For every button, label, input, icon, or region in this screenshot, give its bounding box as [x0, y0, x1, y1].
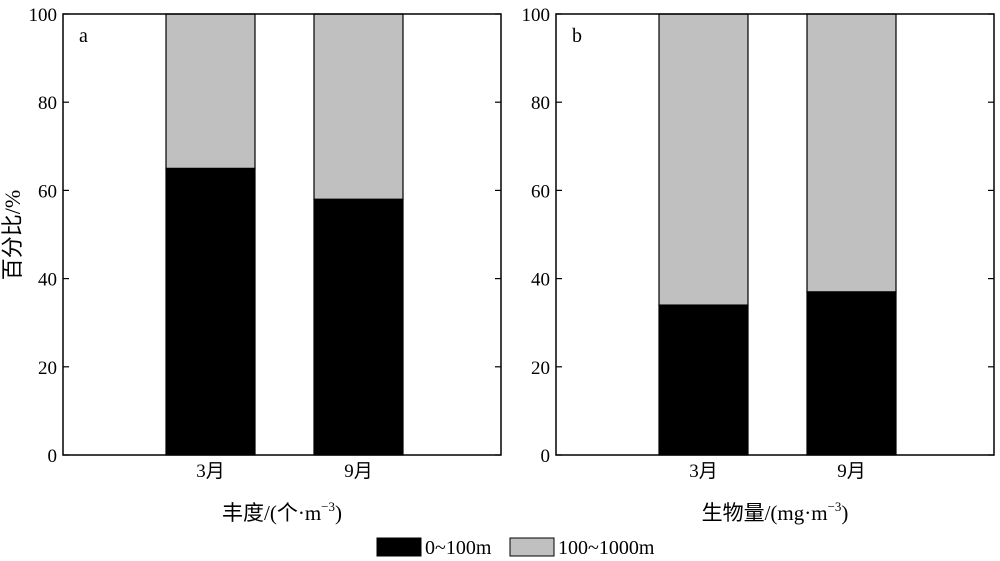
y-tick-label: 60: [38, 181, 57, 202]
bar-a-1-series-0: [313, 198, 404, 456]
y-tick-label: 40: [531, 270, 550, 291]
x-axis-label: 生物量/(mg·m−3): [702, 499, 849, 525]
x-axis-label: 丰度/(个·m−3): [222, 499, 342, 525]
legend-label-0: 0~100m: [425, 537, 492, 559]
legend-label-1: 100~1000m: [558, 537, 655, 559]
x-tick-label: 3月: [196, 461, 225, 482]
y-tick-label: 0: [48, 446, 58, 467]
x-tick-label: 9月: [344, 461, 373, 482]
bar-b-0-series-0: [658, 304, 749, 456]
x-tick-label: 9月: [837, 461, 866, 482]
panel-label: a: [79, 25, 88, 47]
legend: 0~100m 100~1000m: [376, 537, 655, 559]
y-tick-label: 80: [38, 93, 57, 114]
bar-b-1-series-0: [806, 291, 897, 456]
plot-frame: [62, 13, 502, 456]
legend-swatch-1: [509, 537, 555, 557]
y-tick-label: 100: [522, 5, 551, 26]
y-tick-label: 60: [531, 181, 550, 202]
y-tick-label: 80: [531, 93, 550, 114]
bar-a-0-series-1: [165, 13, 256, 169]
panel-a: 3月 9月 0 20 40 60 80 100 a 丰度/(个·m−3): [29, 5, 502, 525]
panel-label: b: [572, 25, 582, 47]
y-tick-label: 20: [531, 358, 550, 379]
plot-frame: [555, 13, 995, 456]
bar-a-0-series-0: [165, 167, 256, 456]
y-tick-label: 100: [29, 5, 58, 26]
y-axis-label: 百分比/%: [0, 190, 25, 280]
y-tick-label: 20: [38, 358, 57, 379]
y-tick-label: 40: [38, 270, 57, 291]
bar-b-0-series-1: [658, 13, 749, 306]
bar-a-1-series-1: [313, 13, 404, 200]
panel-b: 3月 9月 0 20 40 60 80 100 b 生物量/(mg·m−3): [522, 5, 995, 525]
y-tick-label: 0: [541, 446, 551, 467]
x-tick-label: 3月: [689, 461, 718, 482]
bar-b-1-series-1: [806, 13, 897, 293]
legend-swatch-0: [376, 537, 422, 557]
